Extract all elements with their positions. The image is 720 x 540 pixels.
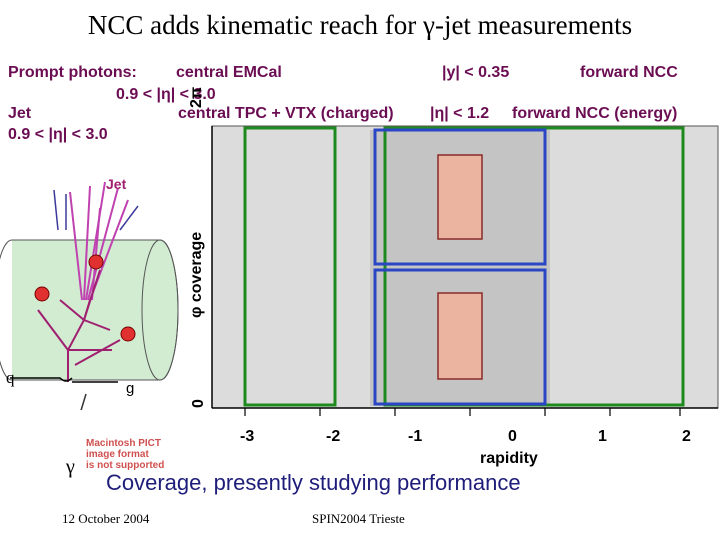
jet-event-diagram (0, 181, 179, 410)
pict-notice-line: Macintosh PICT (86, 438, 162, 449)
quark-label: q (6, 368, 15, 387)
footer-date: 12 October 2004 (62, 511, 150, 526)
jet-forward-label: forward NCC (energy) (512, 105, 678, 122)
coverage-subtitle: Coverage, presently studying performance (106, 470, 521, 495)
x-tick-label: -2 (326, 428, 341, 445)
x-tick-label: 1 (598, 428, 607, 445)
jet-illustration-label: Jet (106, 176, 127, 192)
jet-eta-central: |η| < 1.2 (430, 105, 490, 122)
x-tick-label: -3 (240, 428, 255, 445)
jet-label: Jet (8, 105, 32, 122)
footer-venue: SPIN2004 Trieste (312, 511, 405, 526)
pict-notice-line: image format (86, 449, 149, 460)
prompt-photons-label: Prompt photons: (8, 64, 137, 81)
jet-eta-range: 0.9 < |η| < 3.0 (8, 126, 108, 143)
photon-line (80, 393, 87, 410)
photon-eta-range: 0.9 < |η| < 3.0 (116, 86, 216, 103)
photon-central-label: central EMCal (176, 64, 282, 81)
photon-ncc-box-lower (373, 268, 547, 406)
photon-ncc-box-upper (373, 128, 547, 266)
photon-forward-label: forward NCC (580, 64, 678, 81)
parton-dots (34, 254, 136, 342)
x-axis-label: rapidity (480, 450, 538, 467)
x-tick-marks (244, 408, 681, 416)
gluon-label: g (126, 380, 135, 397)
jet-central-label: central TPC + VTX (charged) (178, 105, 394, 122)
pict-notice: Macintosh PICT image format is not suppo… (86, 438, 164, 471)
jet-side-arrows (53, 189, 139, 231)
x-tick-label: 0 (508, 428, 517, 445)
x-tick-label: -1 (408, 428, 423, 445)
emcal-box-lower (437, 292, 483, 380)
emcal-box-upper (437, 154, 483, 240)
photon-symbol-label: γ (66, 456, 75, 478)
y-tick-top: 2π (188, 86, 205, 108)
x-tick-label: 2 (682, 428, 691, 445)
parton-shower (37, 269, 121, 382)
pict-notice-line: is not supported (86, 460, 165, 471)
photon-y-range: |y| < 0.35 (442, 64, 510, 81)
jet-forward-region-left (243, 126, 337, 407)
incoming-quark-line (10, 377, 73, 382)
slide-title: NCC adds kinematic reach for γ-jet measu… (87, 10, 633, 40)
